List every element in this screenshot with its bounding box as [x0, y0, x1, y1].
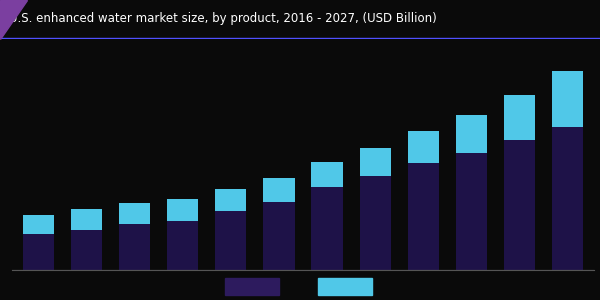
Bar: [215, 212, 247, 270]
Bar: [359, 176, 391, 270]
Text: U.S. enhanced water market size, by product, 2016 - 2027, (USD Billion): U.S. enhanced water market size, by prod…: [9, 12, 437, 25]
Bar: [456, 153, 487, 270]
Bar: [552, 127, 583, 270]
Bar: [359, 148, 391, 175]
Bar: [552, 71, 583, 127]
Bar: [263, 202, 295, 270]
Bar: [119, 203, 150, 224]
FancyBboxPatch shape: [225, 278, 279, 295]
Bar: [263, 178, 295, 202]
Bar: [71, 209, 102, 230]
Bar: [407, 163, 439, 270]
FancyBboxPatch shape: [318, 278, 372, 295]
Bar: [71, 230, 102, 270]
Bar: [456, 115, 487, 153]
Bar: [215, 189, 247, 211]
Bar: [311, 162, 343, 187]
Bar: [504, 95, 535, 140]
Bar: [23, 214, 54, 234]
Bar: [167, 221, 199, 270]
Bar: [504, 140, 535, 270]
Bar: [407, 131, 439, 163]
Bar: [311, 187, 343, 270]
Bar: [119, 224, 150, 270]
Bar: [167, 199, 199, 221]
Polygon shape: [0, 0, 27, 39]
Bar: [23, 234, 54, 270]
